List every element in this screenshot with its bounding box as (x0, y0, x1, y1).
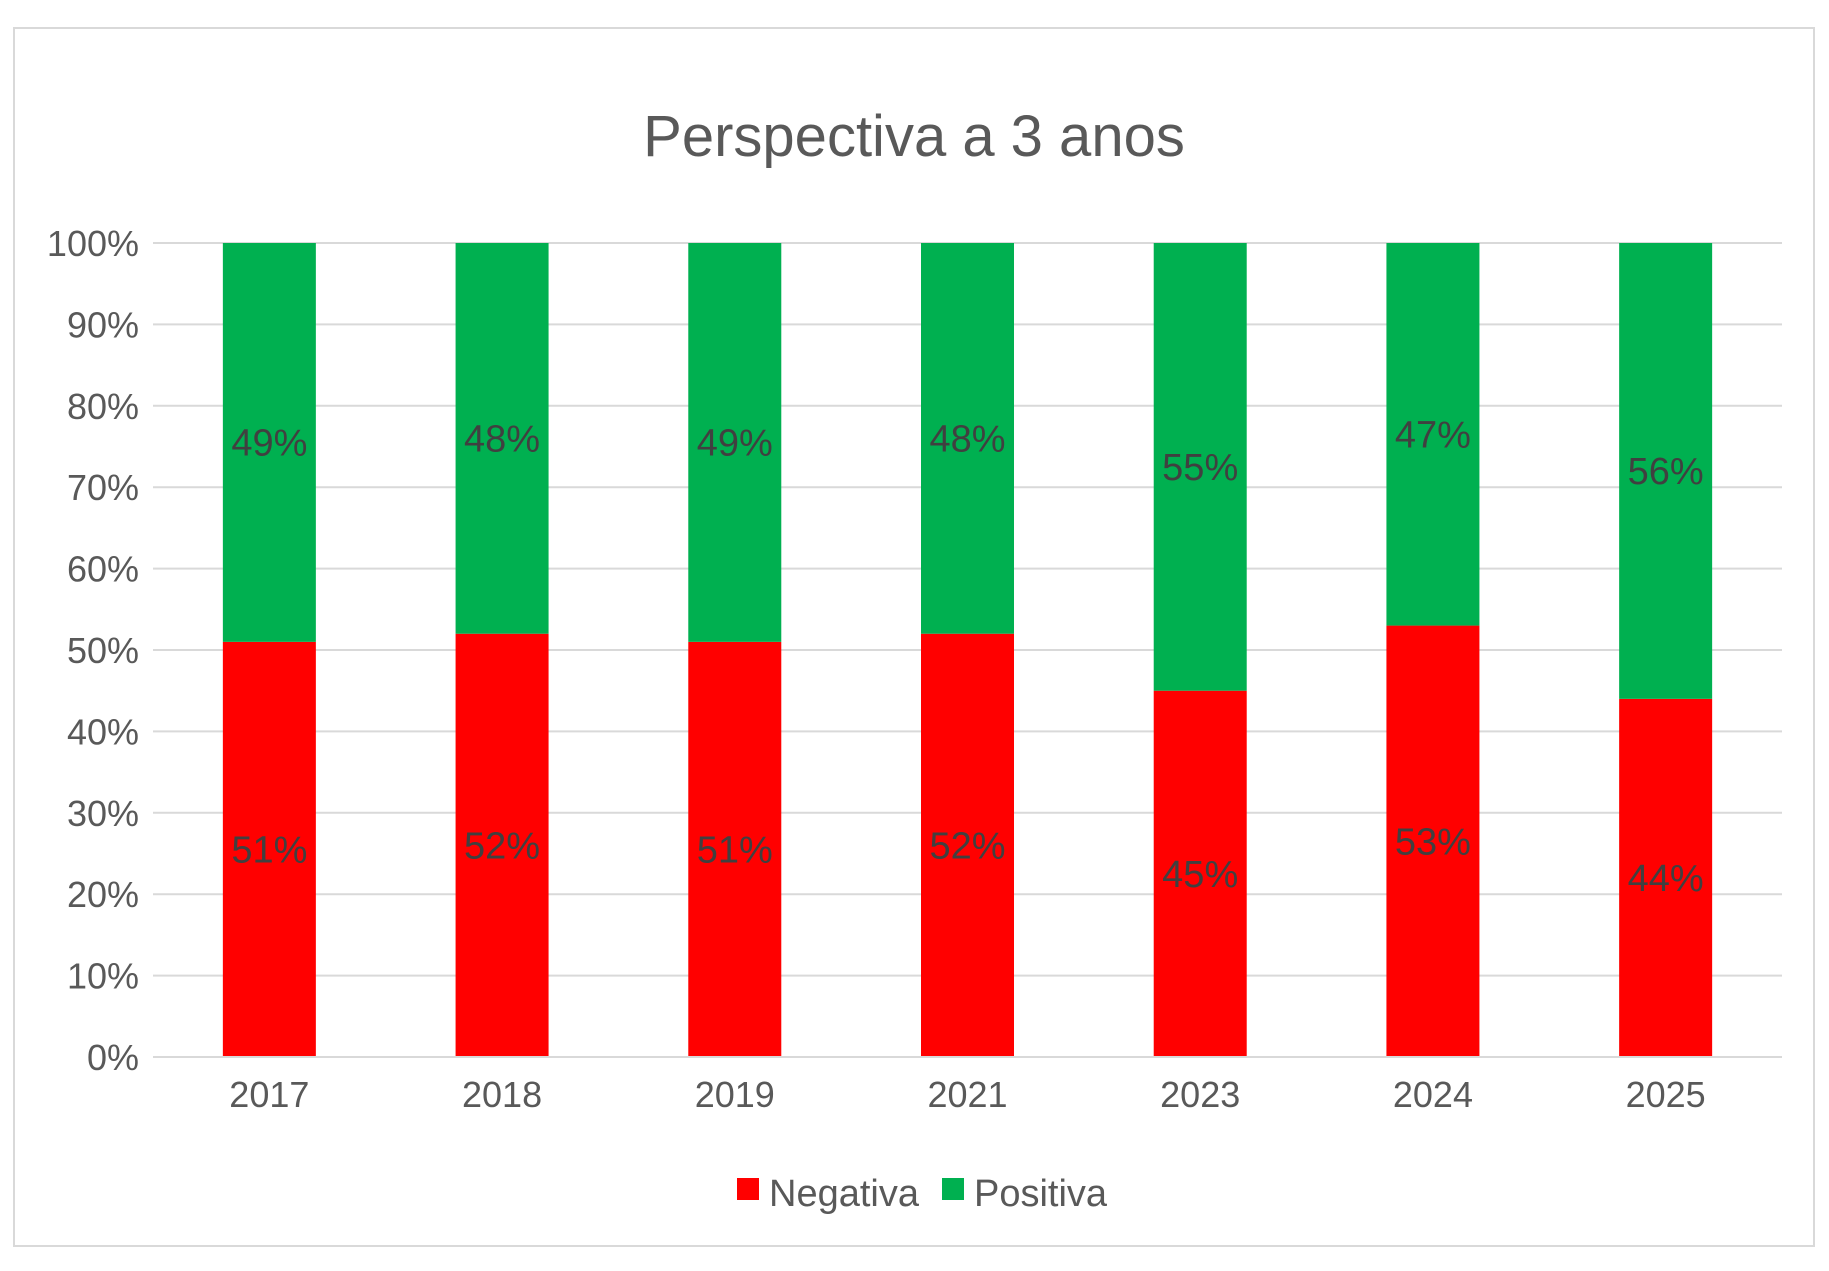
data-label-positiva-2017: 49% (231, 422, 307, 464)
y-tick-label: 80% (67, 386, 139, 427)
x-tick-label: 2018 (462, 1074, 542, 1115)
y-tick-label: 60% (67, 549, 139, 590)
legend-swatch-negativa (737, 1178, 759, 1200)
y-tick-label: 100% (47, 223, 139, 264)
bar-positiva-2018 (455, 243, 549, 634)
y-tick-label: 10% (67, 956, 139, 997)
x-tick-label: 2019 (695, 1074, 775, 1115)
x-tick-label: 2017 (229, 1074, 309, 1115)
bar-negativa-2018 (455, 633, 549, 1057)
legend: Negativa Positiva (737, 1173, 1108, 1215)
data-label-negativa-2017: 51% (231, 829, 307, 871)
data-label-positiva-2023: 55% (1162, 447, 1238, 489)
x-axis-ticks: 2017 2018 2019 2021 2023 2024 2025 (229, 1074, 1705, 1115)
y-axis-ticks: 0% 10% 20% 30% 40% 50% 60% 70% 80% 90% 100% (47, 223, 139, 1078)
data-label-positiva-2024: 47% (1395, 414, 1471, 456)
x-tick-label: 2024 (1393, 1074, 1473, 1115)
bar-negativa-2019 (688, 641, 782, 1057)
bar-negativa-2021 (921, 633, 1014, 1057)
bar-negativa-2017 (222, 641, 316, 1057)
data-label-negativa-2023: 45% (1162, 854, 1238, 896)
x-tick-label: 2023 (1160, 1074, 1240, 1115)
bars (222, 243, 1713, 1057)
legend-label-negativa: Negativa (769, 1173, 920, 1215)
y-tick-label: 70% (67, 467, 139, 508)
bar-positiva-2025 (1619, 243, 1713, 699)
legend-swatch-positiva (942, 1178, 964, 1200)
bar-negativa-2023 (1153, 690, 1247, 1057)
data-label-positiva-2019: 49% (697, 422, 773, 464)
y-tick-label: 40% (67, 711, 139, 752)
data-label-negativa-2019: 51% (697, 829, 773, 871)
bar-positiva-2017 (222, 243, 316, 642)
x-tick-label: 2025 (1626, 1074, 1706, 1115)
bar-positiva-2024 (1386, 243, 1480, 626)
bar-positiva-2023 (1153, 243, 1247, 691)
data-label-negativa-2024: 53% (1395, 821, 1471, 863)
y-tick-label: 0% (87, 1037, 139, 1078)
y-tick-label: 90% (67, 304, 139, 345)
y-tick-label: 30% (67, 793, 139, 834)
chart-title: Perspectiva a 3 anos (643, 104, 1185, 169)
data-label-positiva-2021: 48% (929, 418, 1005, 460)
data-label-negativa-2025: 44% (1628, 858, 1704, 900)
y-tick-label: 20% (67, 874, 139, 915)
bar-positiva-2019 (688, 243, 782, 642)
bar-negativa-2024 (1386, 625, 1480, 1057)
bar-positiva-2021 (921, 243, 1014, 634)
bar-negativa-2025 (1619, 698, 1713, 1057)
data-label-negativa-2021: 52% (929, 825, 1005, 867)
data-label-negativa-2018: 52% (464, 825, 540, 867)
data-label-positiva-2018: 48% (464, 418, 540, 460)
data-label-positiva-2025: 56% (1628, 451, 1704, 493)
data-labels: 51% 49% 52% 48% 51% 49% 52% 48% 45% 55% 53% 47% 44% 5… (231, 414, 1703, 900)
y-tick-label: 50% (67, 630, 139, 671)
x-tick-label: 2021 (927, 1074, 1007, 1115)
legend-label-positiva: Positiva (974, 1173, 1108, 1215)
